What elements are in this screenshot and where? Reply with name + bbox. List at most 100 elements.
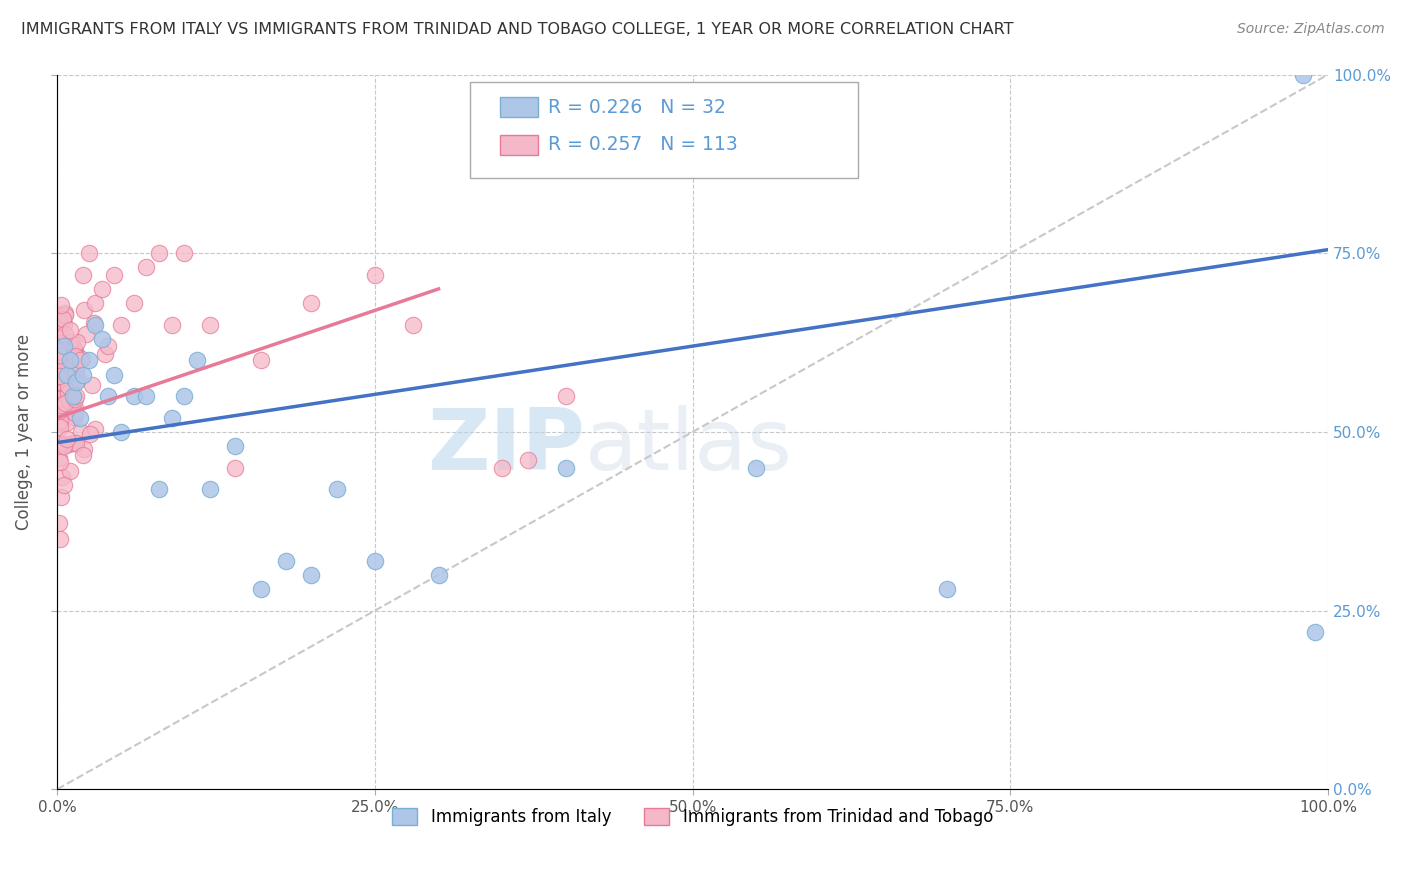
Text: Source: ZipAtlas.com: Source: ZipAtlas.com (1237, 22, 1385, 37)
Point (554, 460, 576, 475)
Point (52, 478, 75, 492)
Point (48, 403, 70, 417)
Point (224, 439, 246, 453)
Point (148, 246, 170, 260)
Point (49, 297, 72, 311)
Point (65, 361, 87, 376)
Point (173, 246, 195, 260)
Point (49, 440, 72, 454)
Point (48, 392, 70, 406)
Point (53, 376, 76, 391)
Point (160, 318, 183, 332)
Point (491, 460, 513, 475)
Text: IMMIGRANTS FROM ITALY VS IMMIGRANTS FROM TRINIDAD AND TOBAGO COLLEGE, 1 YEAR OR : IMMIGRANTS FROM ITALY VS IMMIGRANTS FROM… (21, 22, 1014, 37)
Point (49, 401, 72, 416)
Point (48, 420, 70, 434)
FancyBboxPatch shape (499, 135, 537, 154)
Point (77, 353, 100, 368)
Point (58, 393, 80, 408)
Point (56, 360, 79, 375)
Point (48, 451, 70, 466)
Point (49, 338, 72, 352)
Point (63, 406, 86, 420)
Point (55, 416, 77, 430)
Point (63, 401, 86, 415)
FancyBboxPatch shape (471, 82, 858, 178)
Point (48, 343, 70, 358)
Point (135, 260, 157, 275)
Point (52, 371, 75, 385)
Point (1292, 68, 1315, 82)
Point (56, 401, 79, 415)
Point (49, 532, 72, 546)
Point (73, 303, 96, 318)
Point (75, 327, 97, 342)
Point (53, 436, 76, 450)
Text: R = 0.226   N = 32: R = 0.226 N = 32 (548, 98, 725, 117)
Point (63, 349, 86, 363)
Point (62, 389, 84, 403)
Point (935, 582, 957, 596)
Text: ZIP: ZIP (427, 405, 585, 488)
Point (63, 345, 86, 359)
Point (48, 368, 70, 383)
Point (72, 368, 94, 382)
Point (84, 296, 107, 310)
Point (48, 339, 70, 353)
Point (51, 358, 73, 372)
Point (516, 453, 538, 467)
Point (103, 368, 125, 382)
Point (48, 353, 70, 368)
Point (49, 490, 72, 504)
Point (56, 368, 79, 382)
Point (49, 455, 72, 469)
Point (48, 315, 70, 329)
Point (67, 372, 90, 386)
Point (49, 437, 72, 451)
Point (48, 381, 70, 395)
Point (48, 343, 70, 358)
Point (48, 335, 70, 350)
Point (48, 361, 70, 376)
Point (301, 567, 323, 582)
Text: R = 0.257   N = 113: R = 0.257 N = 113 (548, 135, 738, 154)
Text: atlas: atlas (585, 405, 793, 488)
Point (58, 437, 80, 451)
Point (56, 432, 79, 446)
Point (110, 425, 132, 439)
Point (427, 567, 450, 582)
Point (48, 414, 70, 428)
Point (51, 400, 73, 414)
Point (52, 339, 75, 353)
Point (48, 348, 70, 362)
Point (52, 364, 75, 378)
Point (79, 427, 101, 442)
Point (364, 553, 387, 567)
Point (97, 339, 120, 353)
Point (65, 436, 87, 450)
Point (49, 374, 72, 388)
Point (554, 389, 576, 403)
Point (1305, 625, 1327, 640)
Point (60, 351, 83, 365)
Point (173, 389, 195, 403)
Point (326, 482, 349, 496)
Point (160, 410, 183, 425)
Point (55, 306, 77, 320)
Point (148, 482, 170, 496)
Point (122, 296, 145, 310)
Point (56, 379, 79, 393)
FancyBboxPatch shape (499, 97, 537, 118)
Point (48, 344, 70, 359)
Point (59, 353, 82, 368)
Point (52, 439, 75, 453)
Point (52, 312, 75, 326)
Point (72, 268, 94, 282)
Point (135, 389, 157, 403)
Point (90, 332, 112, 346)
Point (84, 318, 107, 332)
Point (249, 582, 271, 596)
Point (224, 460, 246, 475)
Point (90, 282, 112, 296)
Point (63, 409, 86, 424)
